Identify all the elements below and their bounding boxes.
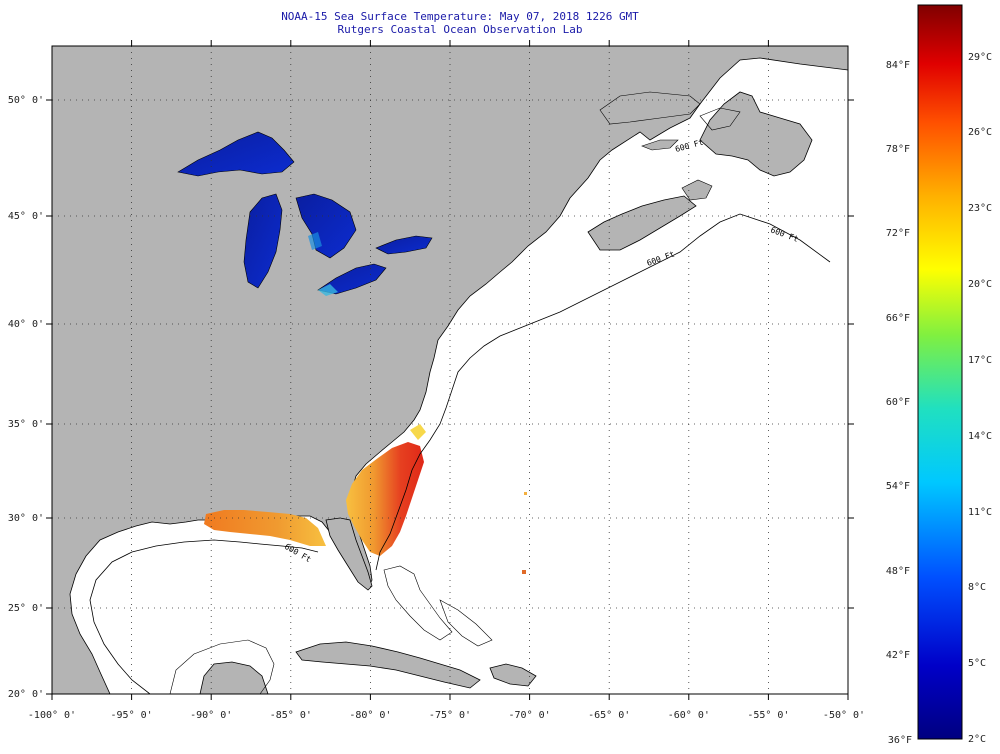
sst-isolated-pixel-1 <box>524 492 527 495</box>
fahrenheit-label: 60°F <box>886 397 910 408</box>
land-yucatan <box>199 661 269 694</box>
land-newfoundland <box>699 91 813 177</box>
lake-erie <box>317 263 387 295</box>
x-tick-label: -75° 0' <box>429 710 471 721</box>
x-axis-labels: -100° 0' -95° 0' -90° 0' -85° 0' -80° 0'… <box>28 710 865 721</box>
depth-contour-bahamas-2 <box>439 599 493 647</box>
depth-contour-gsl <box>599 91 701 125</box>
y-tick-label: 30° 0' <box>8 513 44 524</box>
depth-contour-600ft <box>375 213 831 571</box>
fahrenheit-label: 72°F <box>886 228 910 239</box>
celsius-label: 11°C <box>968 507 992 518</box>
depth-contour-gsl-2 <box>699 107 741 131</box>
x-tick-label: -65° 0' <box>588 710 630 721</box>
fahrenheit-label: 78°F <box>886 144 910 155</box>
x-tick-label: -60° 0' <box>668 710 710 721</box>
lake-superior <box>177 131 295 177</box>
celsius-label: 17°C <box>968 355 992 366</box>
lake-michigan <box>243 193 283 289</box>
x-tick-label: -85° 0' <box>270 710 312 721</box>
celsius-label: 26°C <box>968 127 992 138</box>
y-tick-label: 50° 0' <box>8 95 44 106</box>
x-tick-label: -95° 0' <box>111 710 153 721</box>
sst-isolated-pixel-2 <box>522 570 526 574</box>
lat-lon-grid <box>52 46 848 694</box>
x-tick-label: -70° 0' <box>509 710 551 721</box>
map-title: NOAA-15 Sea Surface Temperature: May 07,… <box>250 10 670 36</box>
land-anticosti <box>641 139 679 151</box>
fahrenheit-label: 84°F <box>886 60 910 71</box>
fahrenheit-label: 54°F <box>886 481 910 492</box>
land-nova-scotia <box>587 195 697 251</box>
celsius-label: 5°C <box>968 658 986 669</box>
celsius-label: 23°C <box>968 203 992 214</box>
y-axis-labels: 50° 0' 45° 0' 40° 0' 35° 0' 30° 0' 25° 0… <box>8 95 44 700</box>
depth-contour-bahamas <box>383 565 453 641</box>
sst-gulf-coast <box>204 510 326 546</box>
land-hispaniola <box>489 663 537 687</box>
x-tick-label: -100° 0' <box>28 710 76 721</box>
x-tick-label: -50° 0' <box>823 710 865 721</box>
title-line-2: Rutgers Coastal Ocean Observation Lab <box>337 23 583 36</box>
lake-huron <box>295 193 357 259</box>
fahrenheit-label: 42°F <box>886 650 910 661</box>
celsius-label: 2°C <box>968 734 986 745</box>
fahrenheit-label: 66°F <box>886 313 910 324</box>
celsius-label: 29°C <box>968 52 992 63</box>
celsius-label: 20°C <box>968 279 992 290</box>
x-tick-label: -90° 0' <box>190 710 232 721</box>
x-tick-label: -55° 0' <box>747 710 789 721</box>
lake-michigan-south <box>308 232 322 250</box>
celsius-labels: 29°C 26°C 23°C 20°C 17°C 14°C 11°C 8°C 5… <box>968 52 992 745</box>
depth-contour-gulf-loop <box>169 639 275 694</box>
sst-hatteras-patch <box>410 424 426 440</box>
celsius-label: 14°C <box>968 431 992 442</box>
color-scale-bar <box>917 4 963 740</box>
land-cuba <box>295 641 481 689</box>
axis-ticks <box>46 40 854 700</box>
fahrenheit-label: 48°F <box>886 566 910 577</box>
y-tick-label: 20° 0' <box>8 689 44 700</box>
y-tick-label: 35° 0' <box>8 419 44 430</box>
sst-atlantic-gulfstream <box>346 442 424 556</box>
title-line-1: NOAA-15 Sea Surface Temperature: May 07,… <box>281 10 639 23</box>
y-tick-label: 45° 0' <box>8 211 44 222</box>
x-tick-label: -80° 0' <box>349 710 391 721</box>
fahrenheit-labels: 84°F 78°F 72°F 66°F 60°F 54°F 48°F 42°F … <box>886 60 912 746</box>
depth-contour-gulf <box>89 539 319 694</box>
y-tick-label: 25° 0' <box>8 603 44 614</box>
land-cape-breton <box>681 179 713 201</box>
y-tick-label: 40° 0' <box>8 319 44 330</box>
celsius-label: 8°C <box>968 582 986 593</box>
lake-ontario <box>375 235 433 255</box>
land-florida <box>325 517 373 591</box>
lake-erie-shallow <box>318 284 338 296</box>
fahrenheit-label: 36°F <box>888 735 912 746</box>
